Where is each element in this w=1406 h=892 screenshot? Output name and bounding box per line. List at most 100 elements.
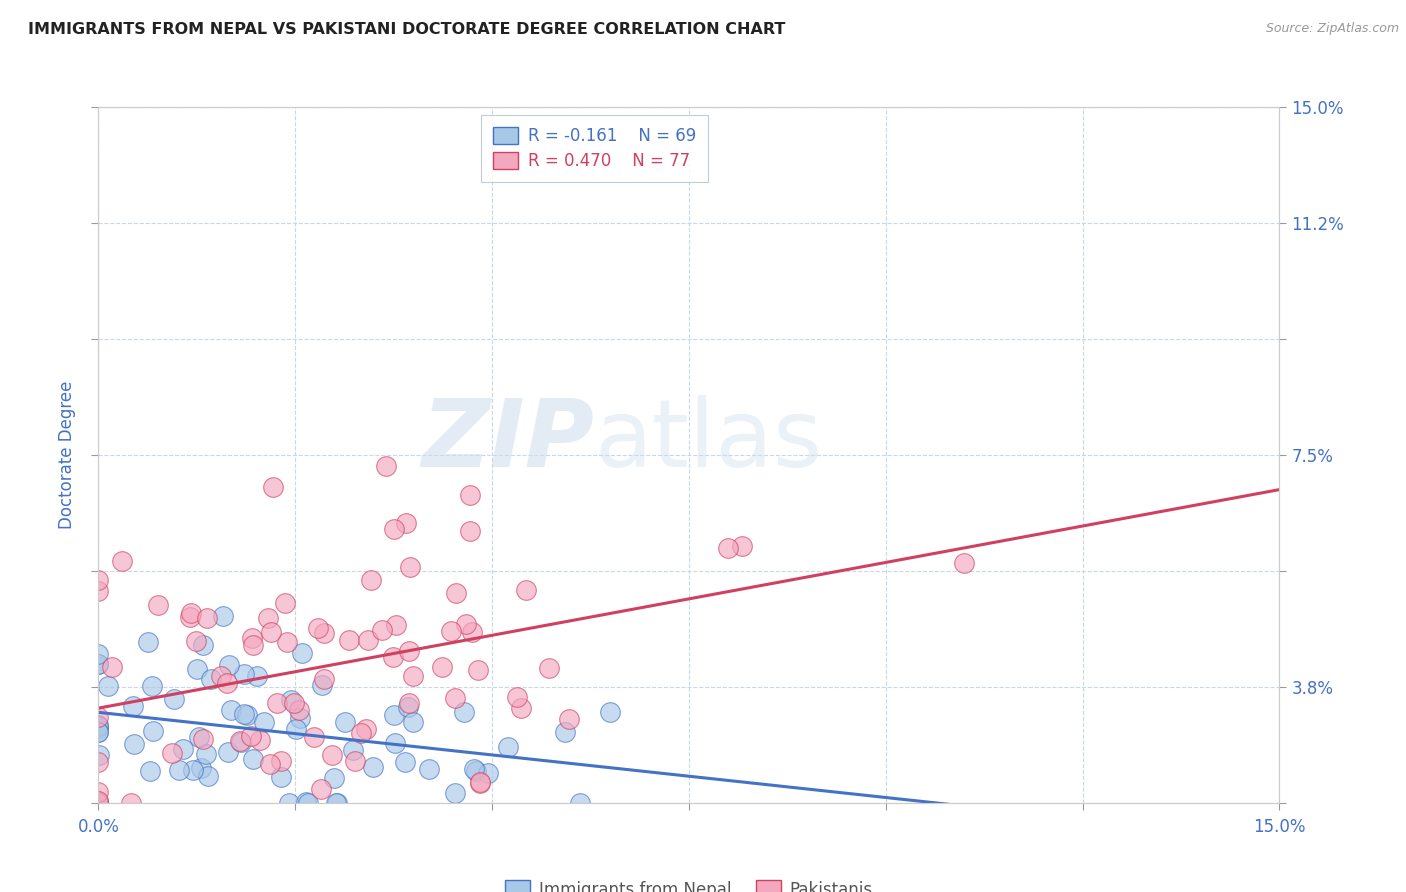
Text: Source: ZipAtlas.com: Source: ZipAtlas.com	[1265, 22, 1399, 36]
Point	[260, 624, 283, 639]
Point	[374, 459, 396, 474]
Legend: Immigrants from Nepal, Pakistanis: Immigrants from Nepal, Pakistanis	[499, 874, 879, 892]
Point	[139, 764, 162, 778]
Point	[233, 667, 256, 681]
Text: IMMIGRANTS FROM NEPAL VS PAKISTANI DOCTORATE DEGREE CORRELATION CHART: IMMIGRANTS FROM NEPAL VS PAKISTANI DOCTO…	[28, 22, 786, 37]
Point	[259, 757, 281, 772]
Point	[350, 725, 373, 739]
Point	[430, 660, 453, 674]
Point	[538, 661, 561, 675]
Point	[97, 679, 120, 693]
Point	[325, 796, 347, 810]
Point	[87, 796, 110, 810]
Point	[458, 488, 481, 502]
Point	[87, 719, 110, 733]
Point	[240, 631, 263, 645]
Point	[221, 704, 243, 718]
Point	[291, 646, 314, 660]
Point	[194, 747, 217, 761]
Point	[87, 721, 110, 735]
Point	[122, 737, 145, 751]
Point	[460, 624, 482, 639]
Point	[197, 769, 219, 783]
Point	[314, 672, 336, 686]
Point	[87, 648, 110, 662]
Point	[309, 782, 332, 797]
Point	[257, 610, 280, 624]
Point	[100, 660, 122, 674]
Point	[87, 657, 110, 671]
Point	[87, 784, 110, 798]
Point	[285, 722, 308, 736]
Point	[172, 742, 194, 756]
Point	[142, 723, 165, 738]
Point	[180, 606, 202, 620]
Point	[401, 714, 423, 729]
Point	[288, 711, 311, 725]
Point	[354, 722, 377, 736]
Point	[382, 650, 405, 665]
Point	[385, 618, 408, 632]
Point	[179, 609, 201, 624]
Point	[87, 796, 110, 810]
Point	[136, 635, 159, 649]
Point	[190, 761, 212, 775]
Point	[297, 796, 319, 810]
Point	[184, 634, 207, 648]
Y-axis label: Doctorate Degree: Doctorate Degree	[58, 381, 76, 529]
Point	[454, 617, 477, 632]
Point	[717, 541, 740, 556]
Point	[193, 638, 215, 652]
Point	[344, 754, 367, 768]
Point	[288, 703, 311, 717]
Point	[270, 771, 292, 785]
Point	[453, 705, 475, 719]
Point	[444, 786, 467, 800]
Point	[276, 635, 298, 649]
Point	[321, 748, 343, 763]
Point	[731, 539, 754, 553]
Point	[307, 621, 329, 635]
Point	[322, 771, 344, 785]
Point	[239, 729, 262, 743]
Point	[228, 734, 250, 748]
Point	[186, 662, 208, 676]
Point	[382, 522, 405, 536]
Point	[506, 690, 529, 704]
Point	[231, 734, 253, 748]
Point	[283, 697, 305, 711]
Point	[274, 596, 297, 610]
Point	[599, 706, 621, 720]
Point	[569, 796, 592, 810]
Point	[280, 693, 302, 707]
Point	[181, 763, 204, 777]
Point	[122, 699, 145, 714]
Point	[371, 623, 394, 637]
Point	[477, 766, 499, 780]
Point	[141, 679, 163, 693]
Point	[87, 793, 110, 807]
Point	[163, 691, 186, 706]
Point	[402, 668, 425, 682]
Point	[278, 796, 301, 810]
Point	[253, 714, 276, 729]
Point	[87, 755, 110, 769]
Point	[111, 554, 134, 568]
Point	[87, 725, 110, 739]
Point	[120, 796, 142, 810]
Point	[554, 725, 576, 739]
Point	[262, 480, 284, 494]
Point	[266, 696, 288, 710]
Point	[87, 725, 110, 739]
Point	[398, 644, 420, 658]
Point	[87, 794, 110, 808]
Point	[200, 672, 222, 686]
Point	[342, 743, 364, 757]
Point	[218, 657, 240, 672]
Point	[325, 796, 347, 810]
Point	[515, 583, 537, 598]
Point	[146, 598, 169, 612]
Point	[87, 709, 110, 723]
Point	[468, 776, 491, 790]
Point	[87, 718, 110, 732]
